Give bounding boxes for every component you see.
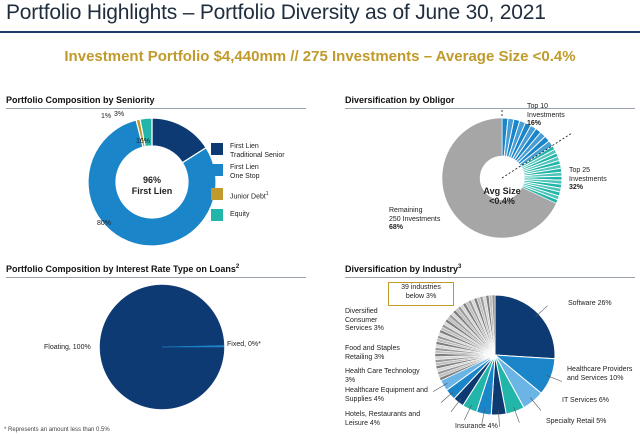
industry-leader-food-and-staples-retailing — [440, 391, 454, 403]
industry-label-specialty-retail: Specialty Retail 5% — [546, 418, 607, 425]
obligor-top10-pct: 16% — [527, 120, 542, 127]
obligor-top10-l2: Investments — [527, 111, 565, 119]
obligor-top10-end-line — [501, 132, 573, 179]
legend-swatch-one-stop — [211, 164, 223, 176]
legend-item-traditional-senior: First Lien Traditional Senior — [211, 143, 285, 160]
obligor-top25-l2: Investments — [569, 175, 607, 183]
industry-label-healthcare-providers: Healthcare Providers and Services 10% — [567, 366, 633, 382]
industry-label-food-staples: Food and Staples Retailing 3% — [345, 345, 400, 361]
obligor-center-1: Avg Size — [483, 186, 521, 196]
legend-item-equity: Equity — [211, 209, 249, 221]
industry-divider — [345, 277, 635, 278]
industry-leader-software — [535, 305, 548, 318]
industry-leader-it-services — [529, 397, 542, 411]
obligor-top10-l1: Top 10 — [527, 103, 549, 110]
seniority-divider — [6, 108, 306, 109]
industry-slice-other-39 — [491, 294, 496, 356]
legend-swatch-junior-debt — [211, 188, 223, 200]
legend-label-one-stop-2: One Stop — [230, 172, 260, 180]
industry-label-hotels: Hotels, Restaurants and Leisure 4% — [345, 411, 421, 427]
industry-leader-health-care-technology — [450, 398, 462, 413]
obligor-heading: Diversification by Obligor — [345, 95, 455, 105]
industry-label-insurance: Insurance 4% — [455, 423, 498, 430]
industry-leader-diversified-consumer-services — [432, 382, 448, 392]
industry-leader-healthcare-equipment-and-supplies — [464, 404, 472, 421]
legend-swatch-equity — [211, 209, 223, 221]
legend-label-equity: Equity — [230, 211, 250, 218]
legend-label-one-stop-1: First Lien — [230, 164, 259, 171]
industry-box-line-2: below 3% — [405, 293, 437, 300]
industry-heading: Diversification by Industry3 — [345, 264, 461, 274]
seniority-label-traditional: 16% — [136, 138, 151, 145]
industry-slice-software — [494, 294, 556, 360]
obligor-divider — [345, 108, 635, 109]
industry-label-health-care-tech: Health Care Technology 3% — [345, 368, 420, 384]
legend-item-junior-debt: Junior Debt1 — [211, 188, 269, 202]
industry-label-software: Software 26% — [568, 300, 612, 307]
obligor-center-2: <0.4% — [489, 196, 515, 206]
interest-heading: Portfolio Composition by Interest Rate T… — [6, 264, 239, 274]
seniority-slice-first-lien-one-stop — [87, 119, 217, 247]
obligor-segment-remaining-250-investments-1 — [441, 117, 557, 239]
seniority-label-equity: 3% — [114, 111, 125, 118]
industry-heading-text: Diversification by Industry — [345, 264, 459, 274]
footnote: * Represents an amount less than 0.5% — [4, 427, 110, 433]
legend-junior-sup: 1 — [265, 191, 269, 197]
page-title: Portfolio Highlights – Portfolio Diversi… — [6, 1, 546, 24]
portfolio-summary-subtitle: Investment Portfolio $4,440mm // 275 Inv… — [64, 48, 576, 65]
obligor-top25-pct: 32% — [569, 184, 584, 191]
seniority-center-pct: 96% — [142, 175, 161, 185]
interest-label-fixed: Fixed, 0%* — [227, 341, 261, 348]
industry-label-healthcare-equipment: Healthcare Equipment and Supplies 4% — [345, 387, 428, 403]
legend-label-traditional-2: Traditional Senior — [230, 151, 285, 159]
obligor-remaining-l1: Remaining — [389, 207, 423, 214]
industry-box-line-1: 39 industries — [401, 284, 441, 291]
seniority-slice-equity — [139, 117, 153, 148]
seniority-center-label: First Lien — [131, 186, 173, 196]
interest-slice-fixed — [161, 345, 225, 348]
legend-item-one-stop: First Lien One Stop — [211, 164, 260, 181]
interest-divider — [6, 277, 306, 278]
industry-label-it-services: IT Services 6% — [562, 397, 609, 404]
obligor-top25-l1: Top 25 — [569, 167, 591, 174]
industry-leader-specialty-retail — [513, 406, 520, 423]
obligor-remaining-l2: 250 Investments — [389, 215, 441, 223]
interest-label-floating: Floating, 100% — [44, 344, 91, 351]
legend-label-junior-debt: Junior Debt — [230, 193, 266, 201]
industry-heading-sup: 3 — [458, 264, 462, 270]
interest-heading-text: Portfolio Composition by Interest Rate T… — [6, 264, 236, 274]
legend-swatch-traditional-senior — [211, 143, 223, 155]
industry-leader-insurance — [498, 410, 500, 427]
seniority-label-one-stop: 80% — [97, 220, 112, 227]
industry-leader-hotels-restaurants-and-leisure — [481, 409, 485, 426]
seniority-heading: Portfolio Composition by Seniority — [6, 95, 155, 105]
seniority-label-junior: 1% — [101, 113, 112, 120]
industry-label-diversified-consumer: Diversified Consumer Services 3% — [345, 308, 384, 332]
title-divider — [0, 31, 640, 33]
industry-leader-healthcare-providers-and-services — [546, 375, 563, 382]
obligor-remaining-pct: 68% — [389, 224, 404, 231]
interest-heading-sup: 2 — [235, 264, 240, 270]
legend-label-traditional-1: First Lien — [230, 143, 259, 150]
industry-other-callout: 39 industries below 3% — [388, 282, 454, 306]
